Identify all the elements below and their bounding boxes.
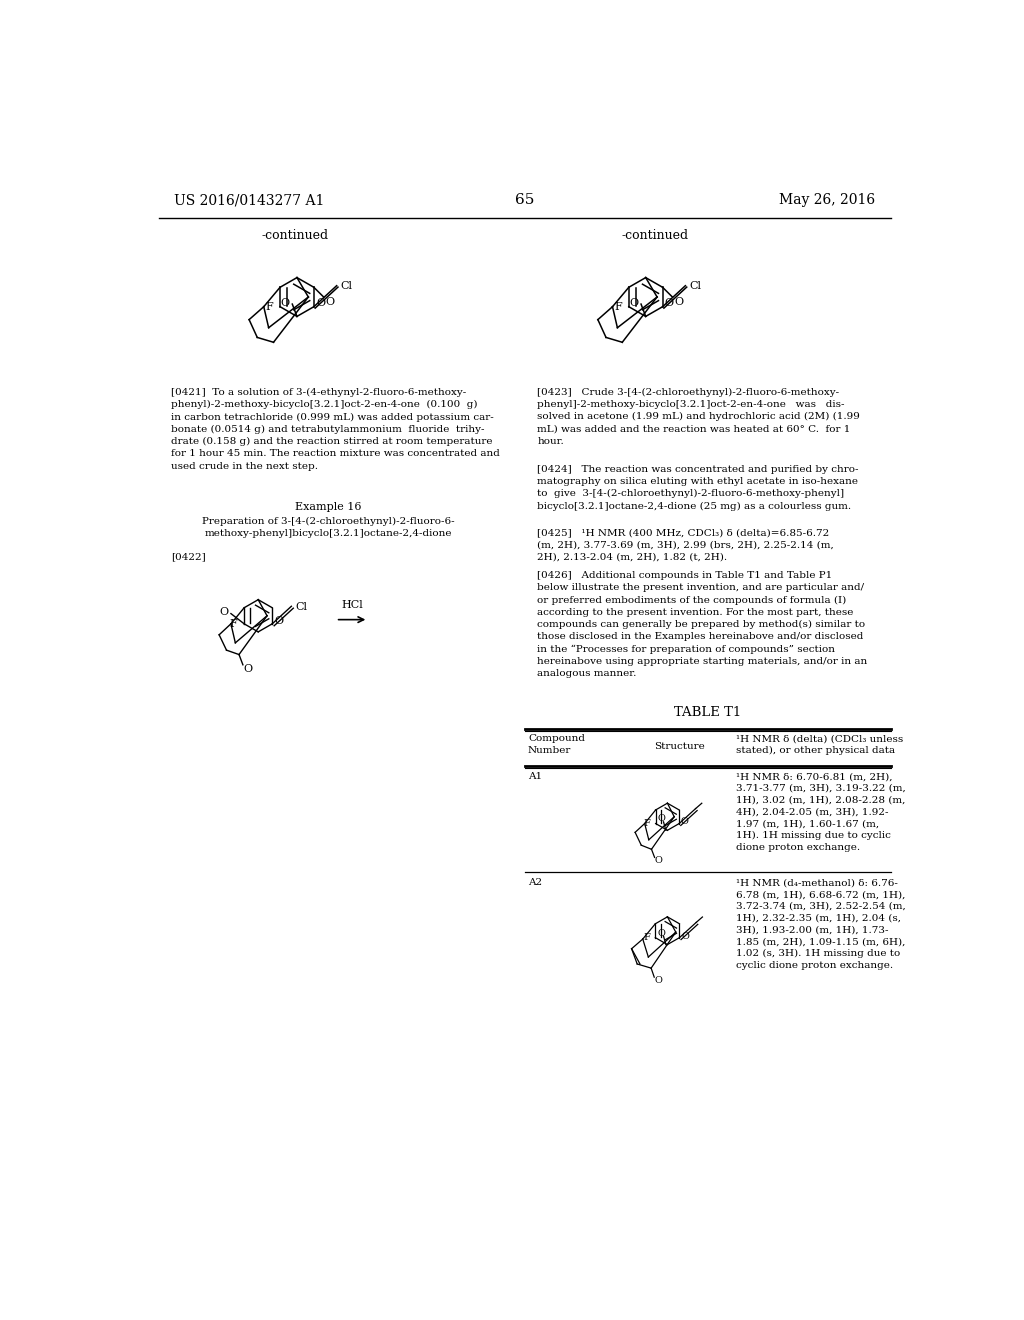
- Text: O: O: [326, 297, 334, 306]
- Text: May 26, 2016: May 26, 2016: [779, 193, 876, 207]
- Text: A2: A2: [528, 878, 542, 887]
- Text: O: O: [680, 817, 688, 826]
- Text: TABLE T1: TABLE T1: [674, 706, 741, 719]
- Text: US 2016/0143277 A1: US 2016/0143277 A1: [174, 193, 325, 207]
- Text: -continued: -continued: [261, 230, 328, 243]
- Text: O: O: [654, 857, 663, 866]
- Text: Preparation of 3-[4-(2-chloroethynyl)-2-fluoro-6-
methoxy-phenyl]bicyclo[3.2.1]o: Preparation of 3-[4-(2-chloroethynyl)-2-…: [202, 517, 455, 539]
- Text: HCl: HCl: [341, 601, 362, 610]
- Text: ¹H NMR δ: 6.70-6.81 (m, 2H),
3.71-3.77 (m, 3H), 3.19-3.22 (m,
1H), 3.02 (m, 1H),: ¹H NMR δ: 6.70-6.81 (m, 2H), 3.71-3.77 (…: [735, 772, 905, 853]
- Text: 65: 65: [515, 193, 535, 207]
- Text: O: O: [682, 932, 690, 941]
- Text: O: O: [219, 607, 228, 616]
- Text: F: F: [643, 818, 650, 828]
- Text: O: O: [654, 975, 663, 985]
- Text: O: O: [274, 616, 283, 626]
- Text: A1: A1: [528, 772, 542, 781]
- Text: O: O: [243, 664, 252, 675]
- Text: Cl: Cl: [689, 281, 701, 290]
- Text: [0423]   Crude 3-[4-(2-chloroethynyl)-2-fluoro-6-methoxy-
phenyl]-2-methoxy-bicy: [0423] Crude 3-[4-(2-chloroethynyl)-2-fl…: [538, 388, 860, 446]
- Text: [0421]  To a solution of 3-(4-ethynyl-2-fluoro-6-methoxy-
phenyl)-2-methoxy-bicy: [0421] To a solution of 3-(4-ethynyl-2-f…: [171, 388, 500, 471]
- Text: F: F: [643, 933, 650, 942]
- Text: O: O: [657, 928, 666, 937]
- Text: [0425]   ¹H NMR (400 MHz, CDCl₃) δ (delta)=6.85-6.72
(m, 2H), 3.77-3.69 (m, 3H),: [0425] ¹H NMR (400 MHz, CDCl₃) δ (delta)…: [538, 528, 834, 561]
- Text: Example 16: Example 16: [295, 502, 361, 512]
- Text: Cl: Cl: [296, 602, 307, 612]
- Text: -continued: -continued: [622, 230, 688, 243]
- Text: ¹H NMR (d₄-methanol) δ: 6.76-
6.78 (m, 1H), 6.68-6.72 (m, 1H),
3.72-3.74 (m, 3H): ¹H NMR (d₄-methanol) δ: 6.76- 6.78 (m, 1…: [735, 878, 905, 970]
- Text: O: O: [630, 297, 639, 308]
- Text: Compound
Number: Compound Number: [528, 734, 585, 755]
- Text: [0424]   The reaction was concentrated and purified by chro-
matography on silic: [0424] The reaction was concentrated and…: [538, 465, 859, 511]
- Text: O: O: [281, 297, 290, 308]
- Text: O: O: [657, 814, 666, 824]
- Text: [0422]: [0422]: [171, 553, 206, 561]
- Text: O: O: [316, 298, 326, 308]
- Text: F: F: [265, 302, 273, 312]
- Text: O: O: [665, 298, 674, 308]
- Text: Structure: Structure: [653, 742, 705, 751]
- Text: Cl: Cl: [340, 281, 352, 290]
- Text: F: F: [614, 302, 622, 312]
- Text: F: F: [229, 619, 238, 628]
- Text: ¹H NMR δ (delta) (CDCl₃ unless
stated), or other physical data: ¹H NMR δ (delta) (CDCl₃ unless stated), …: [735, 734, 903, 755]
- Text: O: O: [674, 297, 683, 306]
- Text: [0426]   Additional compounds in Table T1 and Table P1
below illustrate the pres: [0426] Additional compounds in Table T1 …: [538, 572, 867, 678]
